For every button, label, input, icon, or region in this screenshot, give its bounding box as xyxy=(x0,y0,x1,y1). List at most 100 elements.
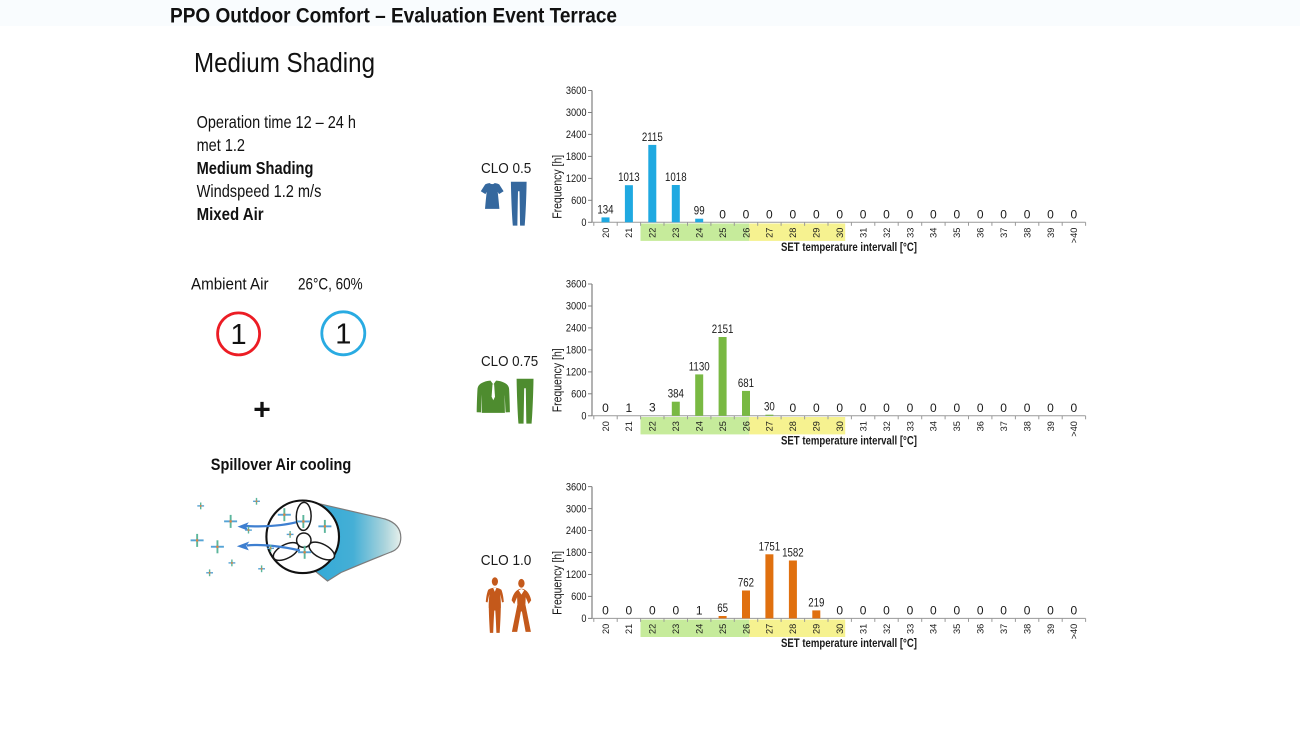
svg-text:39: 39 xyxy=(1046,421,1056,431)
svg-text:met 1.2: met 1.2 xyxy=(197,135,245,155)
svg-text:3600: 3600 xyxy=(566,481,587,493)
svg-text:0: 0 xyxy=(977,207,984,221)
svg-text:2400: 2400 xyxy=(566,323,587,335)
svg-text:29: 29 xyxy=(812,624,822,634)
svg-text:219: 219 xyxy=(808,595,824,609)
svg-text:34: 34 xyxy=(929,228,939,238)
svg-text:0: 0 xyxy=(1024,603,1031,617)
svg-text:0: 0 xyxy=(719,207,726,221)
svg-text:0: 0 xyxy=(602,603,609,617)
svg-text:1800: 1800 xyxy=(566,547,587,559)
svg-text:33: 33 xyxy=(905,421,915,431)
svg-text:33: 33 xyxy=(905,624,915,634)
svg-text:1200: 1200 xyxy=(566,367,587,379)
svg-text:2400: 2400 xyxy=(566,525,587,537)
svg-text:1130: 1130 xyxy=(689,359,710,373)
svg-text:27: 27 xyxy=(765,624,775,634)
svg-text:Mixed Air: Mixed Air xyxy=(197,204,264,224)
svg-text:25: 25 xyxy=(718,228,728,238)
svg-text:23: 23 xyxy=(671,421,681,431)
svg-text:38: 38 xyxy=(1022,228,1032,238)
svg-text:CLO 0.75: CLO 0.75 xyxy=(481,354,538,370)
svg-text:1018: 1018 xyxy=(665,170,687,184)
svg-text:0: 0 xyxy=(813,401,820,415)
svg-text:29: 29 xyxy=(812,421,822,431)
svg-text:2115: 2115 xyxy=(642,130,663,144)
svg-text:SET temperature intervall [°C]: SET temperature intervall [°C] xyxy=(781,434,917,448)
svg-text:1013: 1013 xyxy=(618,170,640,184)
svg-text:34: 34 xyxy=(929,624,939,634)
svg-text:0: 0 xyxy=(790,401,797,415)
svg-text:600: 600 xyxy=(571,195,586,207)
svg-text:37: 37 xyxy=(999,624,1009,634)
svg-text:Windspeed 1.2 m/s: Windspeed 1.2 m/s xyxy=(197,181,322,201)
svg-text:2151: 2151 xyxy=(712,322,734,336)
svg-text:0: 0 xyxy=(1000,603,1007,617)
svg-text:0: 0 xyxy=(883,401,890,415)
svg-text:Frequency [h]: Frequency [h] xyxy=(551,348,565,412)
svg-text:1: 1 xyxy=(231,319,247,351)
svg-text:21: 21 xyxy=(624,228,634,238)
svg-text:26: 26 xyxy=(741,421,751,431)
svg-text:0: 0 xyxy=(1071,401,1078,415)
svg-text:26: 26 xyxy=(741,624,751,634)
svg-text:>40: >40 xyxy=(1069,624,1079,640)
svg-text:23: 23 xyxy=(671,624,681,634)
svg-text:22: 22 xyxy=(648,421,658,431)
svg-text:22: 22 xyxy=(648,228,658,238)
svg-text:0: 0 xyxy=(953,603,960,617)
svg-text:0: 0 xyxy=(766,207,773,221)
svg-text:35: 35 xyxy=(952,228,962,238)
svg-text:30: 30 xyxy=(835,624,845,634)
svg-text:24: 24 xyxy=(695,624,705,634)
svg-text:1800: 1800 xyxy=(566,345,587,357)
svg-text:38: 38 xyxy=(1022,421,1032,431)
svg-text:0: 0 xyxy=(649,603,656,617)
svg-text:27: 27 xyxy=(765,228,775,238)
svg-text:27: 27 xyxy=(765,421,775,431)
svg-text:36: 36 xyxy=(976,421,986,431)
svg-text:28: 28 xyxy=(788,228,798,238)
svg-text:20: 20 xyxy=(601,624,611,634)
svg-text:0: 0 xyxy=(1071,207,1078,221)
svg-text:30: 30 xyxy=(764,400,775,414)
svg-text:600: 600 xyxy=(571,591,586,603)
svg-text:0: 0 xyxy=(1000,207,1007,221)
svg-text:32: 32 xyxy=(882,228,892,238)
svg-text:0: 0 xyxy=(626,603,633,617)
svg-text:0: 0 xyxy=(790,207,797,221)
svg-text:21: 21 xyxy=(624,421,634,431)
svg-text:21: 21 xyxy=(624,624,634,634)
svg-text:0: 0 xyxy=(1000,401,1007,415)
svg-text:Medium Shading: Medium Shading xyxy=(194,47,375,78)
svg-text:24: 24 xyxy=(695,228,705,238)
svg-text:0: 0 xyxy=(907,603,914,617)
svg-text:31: 31 xyxy=(858,228,868,238)
svg-text:20: 20 xyxy=(601,228,611,238)
svg-text:34: 34 xyxy=(929,421,939,431)
svg-text:37: 37 xyxy=(999,421,1009,431)
svg-text:3000: 3000 xyxy=(566,503,587,515)
svg-text:0: 0 xyxy=(977,401,984,415)
svg-text:0: 0 xyxy=(836,207,843,221)
svg-text:1: 1 xyxy=(696,603,703,617)
svg-text:0: 0 xyxy=(907,401,914,415)
svg-text:134: 134 xyxy=(597,202,613,216)
svg-text:SET temperature intervall [°C]: SET temperature intervall [°C] xyxy=(781,636,917,650)
svg-text:24: 24 xyxy=(695,421,705,431)
svg-text:0: 0 xyxy=(581,217,586,229)
svg-text:762: 762 xyxy=(738,576,754,590)
svg-text:65: 65 xyxy=(717,601,728,615)
svg-text:3: 3 xyxy=(649,401,656,415)
svg-text:600: 600 xyxy=(571,389,586,401)
svg-text:22: 22 xyxy=(648,624,658,634)
svg-text:>40: >40 xyxy=(1069,228,1079,244)
svg-text:0: 0 xyxy=(907,207,914,221)
svg-text:1751: 1751 xyxy=(759,539,781,553)
svg-text:0: 0 xyxy=(953,207,960,221)
svg-text:0: 0 xyxy=(930,401,937,415)
svg-text:35: 35 xyxy=(952,421,962,431)
svg-text:39: 39 xyxy=(1046,624,1056,634)
svg-text:30: 30 xyxy=(835,421,845,431)
svg-text:25: 25 xyxy=(718,421,728,431)
